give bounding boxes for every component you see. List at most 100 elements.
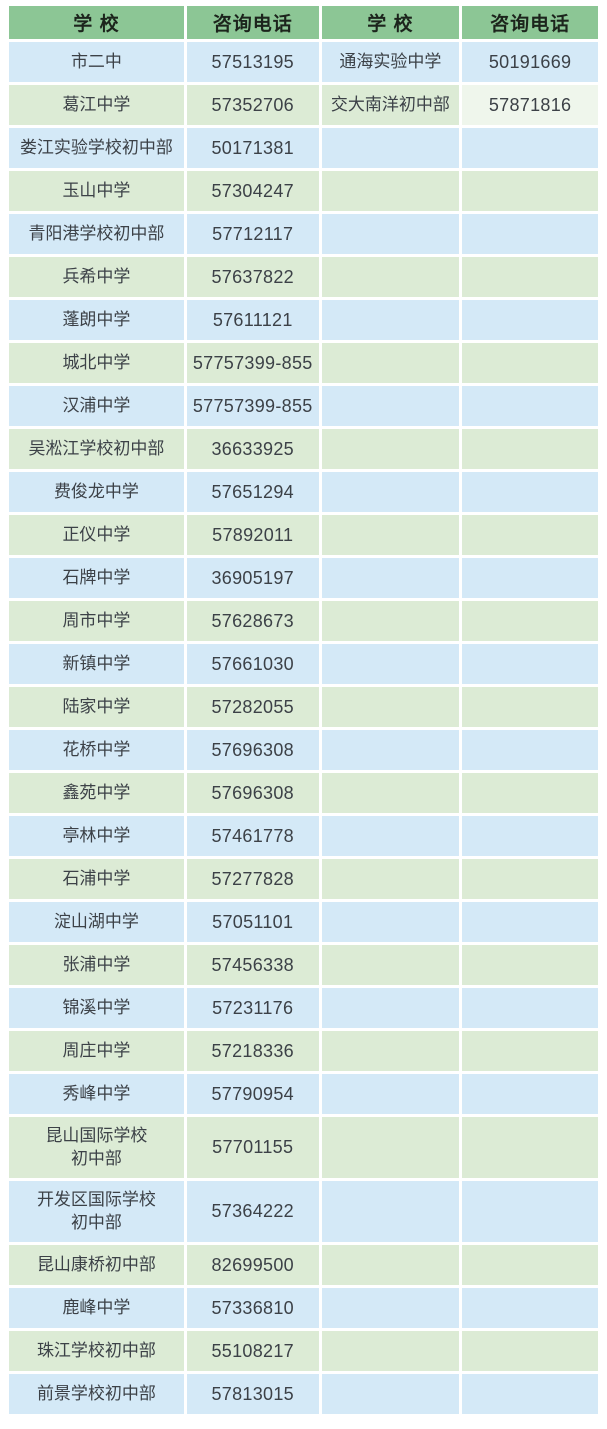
phone-number-left: 57712117 xyxy=(186,214,319,254)
phone-number-left: 57701155 xyxy=(186,1117,319,1178)
school-name-left: 张浦中学 xyxy=(9,945,184,985)
school-name-right xyxy=(321,214,460,254)
phone-number-left: 57218336 xyxy=(186,1031,319,1071)
school-name-right xyxy=(321,945,460,985)
school-name-right xyxy=(321,988,460,1028)
header-school-right: 学 校 xyxy=(321,6,460,39)
school-name-left: 前景学校初中部 xyxy=(9,1374,184,1414)
phone-number-right xyxy=(462,515,598,555)
table-row: 亭林中学 57461778 xyxy=(9,816,598,856)
phone-number-right xyxy=(462,644,598,684)
phone-number-right xyxy=(462,1245,598,1285)
phone-number-right xyxy=(462,601,598,641)
phone-number-right xyxy=(462,1181,598,1242)
phone-number-right xyxy=(462,859,598,899)
phone-number-right xyxy=(462,773,598,813)
phone-number-right xyxy=(462,214,598,254)
phone-number-left: 57231176 xyxy=(186,988,319,1028)
phone-number-left: 82699500 xyxy=(186,1245,319,1285)
school-name-right xyxy=(321,1181,460,1242)
school-name-right xyxy=(321,1117,460,1178)
school-name-left: 秀峰中学 xyxy=(9,1074,184,1114)
school-name-right xyxy=(321,171,460,211)
phone-number-left: 57282055 xyxy=(186,687,319,727)
school-name-right xyxy=(321,902,460,942)
school-name-left: 费俊龙中学 xyxy=(9,472,184,512)
phone-number-left: 57051101 xyxy=(186,902,319,942)
table-row: 陆家中学 57282055 xyxy=(9,687,598,727)
school-name-right: 交大南洋初中部 xyxy=(321,85,460,125)
school-name-left: 昆山国际学校 初中部 xyxy=(9,1117,184,1178)
school-name-left: 周庄中学 xyxy=(9,1031,184,1071)
phone-number-right xyxy=(462,1031,598,1071)
school-name-right xyxy=(321,644,460,684)
header-row: 学 校 咨询电话 学 校 咨询电话 xyxy=(9,6,598,39)
school-name-left: 新镇中学 xyxy=(9,644,184,684)
school-name-left: 珠江学校初中部 xyxy=(9,1331,184,1371)
school-name-right xyxy=(321,1288,460,1328)
phone-number-right xyxy=(462,1374,598,1414)
table-body: 市二中 57513195 通海实验中学 50191669 葛江中学 573527… xyxy=(9,42,598,1414)
school-name-left: 汉浦中学 xyxy=(9,386,184,426)
phone-number-left: 57637822 xyxy=(186,257,319,297)
phone-number-left: 36905197 xyxy=(186,558,319,598)
school-name-right xyxy=(321,128,460,168)
phone-number-right xyxy=(462,730,598,770)
school-name-right xyxy=(321,816,460,856)
table-row: 玉山中学 57304247 xyxy=(9,171,598,211)
table-row: 汉浦中学 57757399-855 xyxy=(9,386,598,426)
phone-number-left: 57628673 xyxy=(186,601,319,641)
table-header: 学 校 咨询电话 学 校 咨询电话 xyxy=(9,6,598,39)
school-name-left: 鑫苑中学 xyxy=(9,773,184,813)
school-name-left: 青阳港学校初中部 xyxy=(9,214,184,254)
school-name-left: 周市中学 xyxy=(9,601,184,641)
phone-number-right xyxy=(462,1117,598,1178)
table-row: 石牌中学 36905197 xyxy=(9,558,598,598)
school-name-right xyxy=(321,1374,460,1414)
school-name-right xyxy=(321,386,460,426)
phone-number-left: 36633925 xyxy=(186,429,319,469)
phone-number-left: 57651294 xyxy=(186,472,319,512)
school-name-right xyxy=(321,1331,460,1371)
school-name-left: 市二中 xyxy=(9,42,184,82)
table-row: 鑫苑中学 57696308 xyxy=(9,773,598,813)
phone-number-right: 57871816 xyxy=(462,85,598,125)
phone-number-left: 57352706 xyxy=(186,85,319,125)
school-name-left: 石牌中学 xyxy=(9,558,184,598)
phone-number-left: 57790954 xyxy=(186,1074,319,1114)
school-name-left: 石浦中学 xyxy=(9,859,184,899)
table-row: 秀峰中学 57790954 xyxy=(9,1074,598,1114)
phone-number-right xyxy=(462,128,598,168)
phone-number-right xyxy=(462,1331,598,1371)
school-name-left: 玉山中学 xyxy=(9,171,184,211)
school-name-right xyxy=(321,472,460,512)
table-row: 市二中 57513195 通海实验中学 50191669 xyxy=(9,42,598,82)
school-name-left: 淀山湖中学 xyxy=(9,902,184,942)
school-name-left: 兵希中学 xyxy=(9,257,184,297)
phone-number-right xyxy=(462,945,598,985)
school-name-left: 正仪中学 xyxy=(9,515,184,555)
phone-number-right: 50191669 xyxy=(462,42,598,82)
header-phone-left: 咨询电话 xyxy=(186,6,319,39)
phone-number-left: 57456338 xyxy=(186,945,319,985)
table-row: 锦溪中学 57231176 xyxy=(9,988,598,1028)
phone-number-left: 57757399-855 xyxy=(186,386,319,426)
phone-number-left: 57696308 xyxy=(186,773,319,813)
phone-number-right xyxy=(462,816,598,856)
school-name-right xyxy=(321,730,460,770)
school-name-right xyxy=(321,515,460,555)
phone-number-right xyxy=(462,257,598,297)
header-phone-right: 咨询电话 xyxy=(462,6,598,39)
school-name-right xyxy=(321,687,460,727)
table-row: 城北中学 57757399-855 xyxy=(9,343,598,383)
school-name-left: 花桥中学 xyxy=(9,730,184,770)
phone-number-right xyxy=(462,1288,598,1328)
table-row: 昆山康桥初中部 82699500 xyxy=(9,1245,598,1285)
school-name-left: 陆家中学 xyxy=(9,687,184,727)
school-name-right xyxy=(321,429,460,469)
phone-number-left: 57813015 xyxy=(186,1374,319,1414)
phone-number-left: 57611121 xyxy=(186,300,319,340)
phone-number-left: 57461778 xyxy=(186,816,319,856)
table-row: 周市中学 57628673 xyxy=(9,601,598,641)
school-name-right xyxy=(321,558,460,598)
